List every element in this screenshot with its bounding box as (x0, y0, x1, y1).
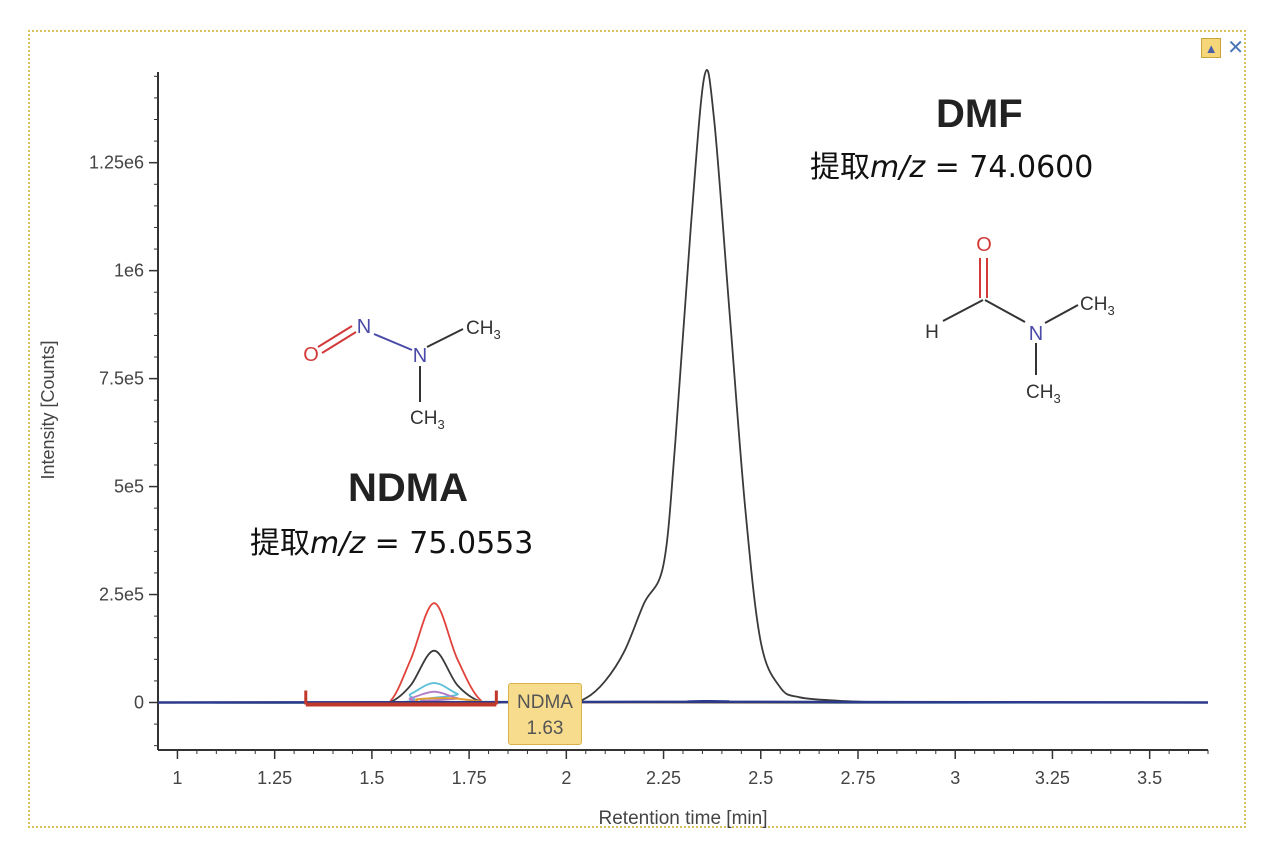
dmf-hydrogen: H (925, 322, 939, 343)
x-axis-label: Retention time [min] (599, 808, 768, 829)
window-toolbar: ▲ ✕ (1201, 38, 1244, 58)
x-tick-label: 2.25 (646, 768, 681, 788)
dmf-methyl-1: CH3 (1080, 294, 1115, 318)
dmf-title: DMF (936, 92, 1023, 136)
x-tick-label: 1.75 (452, 768, 487, 788)
integration-range (304, 690, 498, 707)
series-line-2 (157, 602, 1209, 705)
ndma-title: NDMA (348, 466, 468, 510)
peak-tag-rt: 1.63 (526, 718, 564, 739)
y-axis-label: Intensity [Counts] (38, 340, 58, 479)
pin-icon[interactable]: ▲ (1201, 38, 1222, 58)
ndma-methyl-2: CH3 (410, 408, 445, 432)
y-tick-label: 1.25e6 (89, 153, 144, 173)
peak-tag-ndma[interactable]: NDMA 1.63 (508, 683, 582, 745)
axes: 0 2.5e5 5e5 7.5e5 1e6 1.25e6 1 1.25 1.5 1.75 2 2.25… (89, 72, 1209, 788)
dmf-methyl-2: CH3 (1026, 382, 1061, 406)
x-tick-label: 3 (950, 768, 960, 788)
ndma-nitrogen-2: N (413, 345, 427, 367)
series-line-6 (157, 699, 1209, 704)
x-tick-label: 1 (172, 768, 182, 788)
y-tick-label: 0 (134, 692, 144, 712)
ndma-oxygen: O (303, 344, 319, 366)
x-tick-label: 3.5 (1137, 768, 1162, 788)
ndma-structure: O N N CH3 CH3 (303, 316, 500, 432)
series-line-1 (157, 69, 1209, 705)
close-icon[interactable]: ✕ (1227, 37, 1244, 59)
series-line-3 (157, 682, 1209, 705)
dmf-nitrogen: N (1029, 323, 1043, 345)
x-tick-label: 3.25 (1035, 768, 1070, 788)
x-tick-label: 2.75 (840, 768, 875, 788)
y-tick-label: 1e6 (114, 261, 144, 281)
dmf-structure: O H N CH3 CH3 (925, 234, 1115, 406)
ndma-mz-label: 提取m/z = 75.0553 (250, 526, 534, 561)
ndma-nitrogen-1: N (357, 316, 371, 338)
peak-tag-name: NDMA (517, 692, 573, 713)
x-tick-label: 1.5 (359, 768, 384, 788)
ndma-methyl-1: CH3 (466, 318, 501, 342)
y-tick-label: 2.5e5 (99, 585, 144, 605)
dmf-mz-label: 提取m/z = 74.0600 (810, 150, 1094, 185)
x-tick-label: 2 (561, 768, 571, 788)
dmf-oxygen: O (976, 234, 992, 256)
chart-frame (28, 30, 1246, 828)
x-tick-label: 1.25 (257, 768, 292, 788)
y-tick-label: 5e5 (114, 477, 144, 497)
x-tick-label: 2.5 (748, 768, 773, 788)
y-tick-label: 7.5e5 (99, 369, 144, 389)
